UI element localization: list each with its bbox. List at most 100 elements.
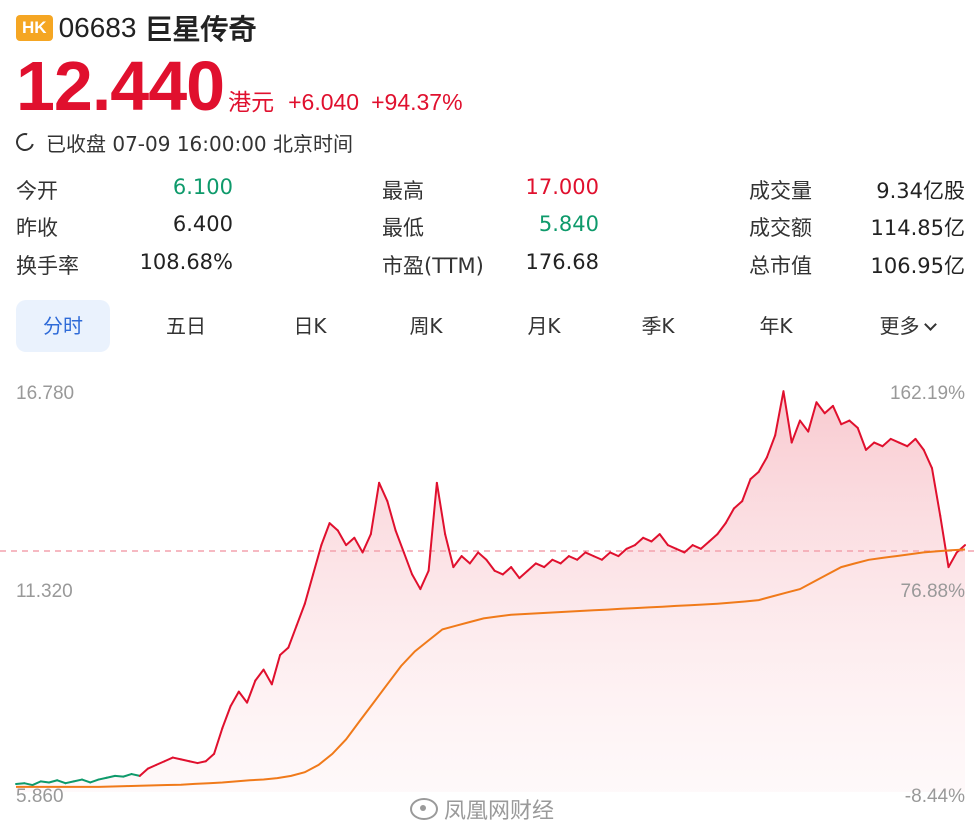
stat-value-low: 5.840 xyxy=(538,212,599,236)
price-line-segment xyxy=(163,756,174,763)
price-line-segment xyxy=(105,774,117,779)
chart-svg: 16.780 11.320 5.860 162.19% 76.88% -8.44… xyxy=(0,383,977,807)
price-line-segment xyxy=(23,782,34,787)
price-line-segment xyxy=(180,758,191,763)
stat-label-pe: 市盈(TTM) xyxy=(382,254,484,278)
price-line-segment xyxy=(419,569,430,591)
stat-value-pe: 176.68 xyxy=(525,250,599,274)
price-line-segment xyxy=(320,522,331,547)
price-line-segment xyxy=(518,569,529,580)
tab-monthly-k[interactable]: 月K xyxy=(527,314,561,338)
tab-intraday[interactable]: 分时 xyxy=(16,300,110,352)
price-line-segment xyxy=(39,780,51,784)
price-line-segment xyxy=(345,536,356,547)
price-area-fill xyxy=(16,391,965,792)
stat-value-volume: 9.34亿股 xyxy=(876,179,965,203)
price-line-segment xyxy=(757,456,768,473)
price-line-segment xyxy=(947,551,958,569)
tab-yearly-k[interactable]: 年K xyxy=(759,314,793,338)
watermark: 凤凰网财经 xyxy=(410,793,554,825)
price-line-segment xyxy=(831,404,843,426)
price-line-segment xyxy=(889,437,900,444)
price-line-segment xyxy=(650,533,661,543)
price-line-segment xyxy=(254,668,265,682)
stat-value-amount: 114.85亿 xyxy=(870,216,965,240)
y-tick-price-bottom: 5.860 xyxy=(16,786,64,807)
price-line-segment xyxy=(798,419,810,433)
price-line-segment xyxy=(468,551,480,565)
price-line-segment xyxy=(81,778,92,784)
price-line-segment xyxy=(312,544,323,576)
tab-quarterly-k[interactable]: 季K xyxy=(641,314,675,338)
market-badge: HK xyxy=(16,15,53,41)
price-line-segment xyxy=(287,624,298,649)
price-line-segment xyxy=(617,547,628,558)
price-line-segment xyxy=(840,419,851,426)
tab-daily-k[interactable]: 日K xyxy=(293,314,327,338)
stats-grid: 今开 6.100 昨收 6.400 换手率 108.68% 最高 17.000 … xyxy=(0,170,977,280)
price-line-segment xyxy=(48,779,59,784)
price-line-segment xyxy=(493,569,504,576)
price-line-segment xyxy=(567,555,579,561)
price-line-segment xyxy=(279,646,290,657)
status-text: 已收盘 07-09 16:00:00 北京时间 xyxy=(46,131,354,156)
price-line-segment xyxy=(724,507,735,525)
stat-value-market-cap: 106.95亿 xyxy=(870,254,965,278)
price-line-segment xyxy=(732,500,744,510)
price-line-segment xyxy=(460,555,471,565)
price-line-segment xyxy=(691,544,702,550)
stat-value-high: 17.000 xyxy=(525,175,599,199)
price-line-segment xyxy=(452,555,463,569)
price-line-segment xyxy=(31,780,42,787)
price-line-segment xyxy=(138,767,150,777)
price-line-segment xyxy=(114,774,125,778)
intraday-chart[interactable]: 16.780 11.320 5.860 162.19% 76.88% -8.44… xyxy=(0,360,977,833)
chevron-down-icon xyxy=(923,318,937,331)
price-line-segment xyxy=(930,467,942,517)
price-line-segment xyxy=(196,760,207,765)
price-line-segment xyxy=(774,390,785,437)
price-line-segment xyxy=(435,481,447,536)
price-line-segment xyxy=(295,602,306,627)
price-line-segment xyxy=(642,536,653,543)
tab-weekly-k[interactable]: 周K xyxy=(409,314,443,338)
price-line-segment xyxy=(246,679,257,704)
price-line-segment xyxy=(683,544,694,554)
price-line-segment xyxy=(221,705,232,730)
price-line-segment xyxy=(64,780,75,785)
price-line-segment xyxy=(303,573,315,605)
stat-value-turnover: 108.68% xyxy=(139,250,233,274)
price-line-segment xyxy=(881,437,892,448)
stock-header: HK 06683 巨星传奇 xyxy=(16,10,256,46)
price-change: +6.040 xyxy=(288,89,360,115)
y-tick-price-mid: 11.320 xyxy=(16,581,73,602)
price-line-segment xyxy=(815,401,826,415)
chart-period-tabs: 分时 五日 日K 周K 月K 季K 年K 更多 xyxy=(16,300,966,352)
price-line-segment xyxy=(625,544,636,550)
stat-label-open: 今开 xyxy=(16,179,58,203)
stat-label-high: 最高 xyxy=(382,179,424,203)
price-line-segment xyxy=(807,401,818,433)
y-tick-price-top: 16.780 xyxy=(16,383,74,404)
price-line-segment xyxy=(237,690,249,704)
price-line-segment xyxy=(270,654,282,686)
price-line-segment xyxy=(56,779,67,785)
price-line-segment xyxy=(873,441,884,448)
stat-label-low: 最低 xyxy=(382,216,424,240)
stock-code: 06683 xyxy=(58,12,137,43)
price-change-pct: +94.37% xyxy=(371,89,463,115)
price-line-segment xyxy=(130,773,141,777)
price-line-segment xyxy=(864,441,876,451)
price-line-segment xyxy=(543,558,554,569)
price-line-segment xyxy=(155,760,166,766)
currency-label: 港元 xyxy=(228,90,275,116)
price-line-segment xyxy=(658,533,669,547)
stat-label-turnover: 换手率 xyxy=(16,254,79,278)
price-line-segment xyxy=(97,776,108,781)
price-line-segment xyxy=(708,533,719,543)
price-line-segment xyxy=(262,668,273,686)
tab-five-day[interactable]: 五日 xyxy=(166,314,206,338)
price-line-segment xyxy=(369,481,381,536)
price-line-segment xyxy=(361,533,372,554)
tab-more[interactable]: 更多 xyxy=(862,300,952,352)
